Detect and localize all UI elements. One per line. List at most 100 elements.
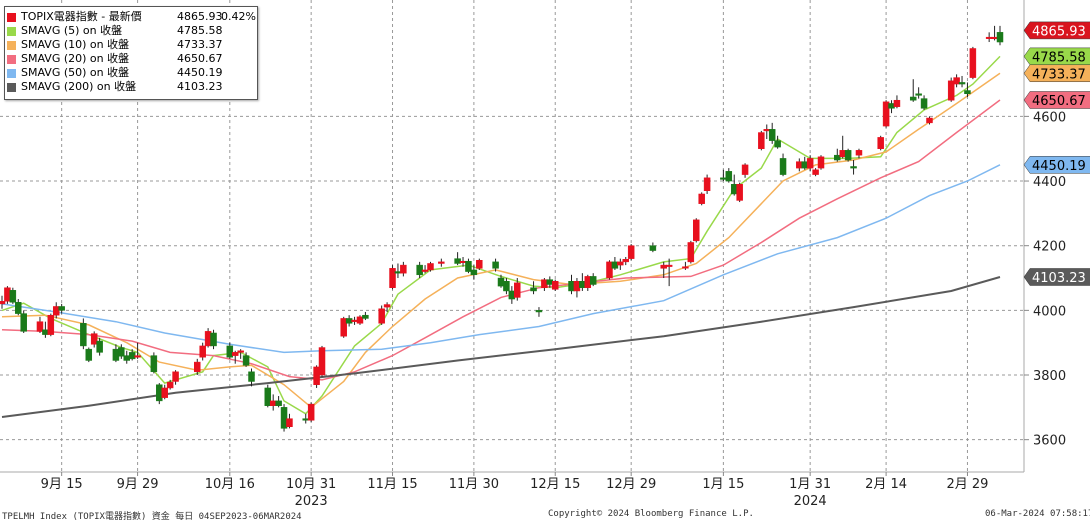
candle	[834, 148, 841, 162]
candle	[969, 46, 977, 80]
candle	[286, 413, 293, 429]
candle-body	[893, 99, 901, 107]
candle	[703, 174, 711, 194]
candle-body	[231, 352, 239, 356]
x-year-label: 2023	[295, 494, 328, 509]
candle-body	[20, 313, 27, 332]
candle	[269, 394, 277, 411]
legend-value: 4103.23	[177, 80, 223, 93]
candle-body	[15, 302, 22, 314]
candle-body	[96, 340, 103, 353]
candle-body	[4, 287, 11, 302]
candle-body	[356, 316, 364, 324]
legend-label: SMAVG (200) on 收盤	[21, 80, 137, 93]
candle-body	[166, 381, 174, 389]
candle-body	[850, 166, 857, 169]
candle-body	[909, 96, 917, 101]
candle	[134, 342, 141, 359]
candle	[123, 350, 130, 364]
candle-body	[844, 150, 852, 161]
candle	[687, 240, 695, 264]
tag-value: 4650.67	[1032, 94, 1086, 109]
candle-body	[736, 184, 743, 201]
candle-body	[606, 261, 613, 279]
candle-body	[470, 269, 478, 276]
sma-50-line	[1, 164, 1001, 354]
legend-label: SMAVG (5) on 收盤	[21, 24, 123, 37]
candle-body	[839, 150, 846, 158]
candle-body	[42, 329, 49, 335]
candle-body	[454, 258, 461, 264]
candle-body	[80, 323, 87, 347]
candle	[953, 74, 960, 88]
legend-value: 4450.19	[177, 66, 223, 79]
candle	[958, 75, 966, 88]
candle	[839, 135, 846, 159]
candle-body	[36, 321, 44, 332]
candle-body	[307, 403, 315, 421]
candle-body	[622, 259, 629, 263]
candle-body	[492, 261, 499, 269]
candle	[763, 124, 771, 140]
candle	[204, 328, 212, 348]
candle-body	[568, 281, 575, 292]
candle-body	[302, 418, 309, 421]
candle	[996, 25, 1004, 46]
candle	[589, 273, 597, 287]
candle-body	[389, 268, 396, 288]
candle	[318, 345, 326, 377]
candle	[226, 342, 234, 359]
candle-body	[204, 331, 212, 347]
candle	[4, 286, 11, 304]
candle	[438, 258, 445, 267]
candle-body	[194, 361, 201, 373]
candle	[161, 384, 168, 400]
candle-body	[915, 93, 922, 96]
tag-background	[1023, 47, 1090, 66]
candle	[909, 79, 917, 102]
footer-timestamp: 06-Mar-2024 07:58:17	[985, 509, 1090, 519]
candle	[774, 135, 781, 149]
candle-body	[128, 352, 136, 360]
tag-value: 4450.19	[1032, 159, 1086, 174]
tag-background	[1023, 91, 1090, 109]
candle-body	[926, 117, 933, 124]
candle-body	[741, 164, 749, 175]
last-value-tag: 4450.19	[1023, 156, 1090, 174]
candle-body	[877, 137, 884, 149]
candle	[356, 315, 364, 325]
candle-body	[730, 184, 738, 195]
candle-body	[112, 348, 120, 361]
x-tick-label: 2月 14	[865, 477, 907, 492]
candle-body	[362, 314, 369, 319]
y-tick-label: 4200	[1033, 240, 1066, 255]
legend-swatch	[7, 69, 16, 78]
candle	[20, 310, 27, 333]
legend-label: SMAVG (50) on 收盤	[21, 66, 130, 79]
candle-body	[226, 345, 234, 358]
candle-body	[427, 263, 434, 271]
candle-body	[318, 347, 326, 376]
x-tick-label: 10月 31	[286, 477, 336, 492]
candle	[920, 95, 928, 110]
candle	[736, 182, 743, 203]
y-tick-label: 4600	[1033, 110, 1066, 125]
candle-body	[476, 259, 483, 269]
candle	[665, 258, 673, 287]
candle-body	[394, 271, 402, 274]
legend-value: 4865.93	[177, 10, 223, 23]
candle-body	[47, 314, 55, 335]
last-value-tag: 4103.23	[1023, 268, 1090, 286]
candle-body	[758, 132, 765, 149]
candle	[9, 287, 17, 304]
candle	[535, 307, 543, 317]
candle-body	[985, 36, 993, 39]
candle	[693, 218, 700, 243]
candle	[606, 260, 613, 280]
candle-body	[812, 169, 819, 175]
candle	[96, 337, 103, 356]
candle-body	[546, 279, 554, 285]
tag-background	[1023, 156, 1090, 174]
candle	[465, 258, 472, 274]
